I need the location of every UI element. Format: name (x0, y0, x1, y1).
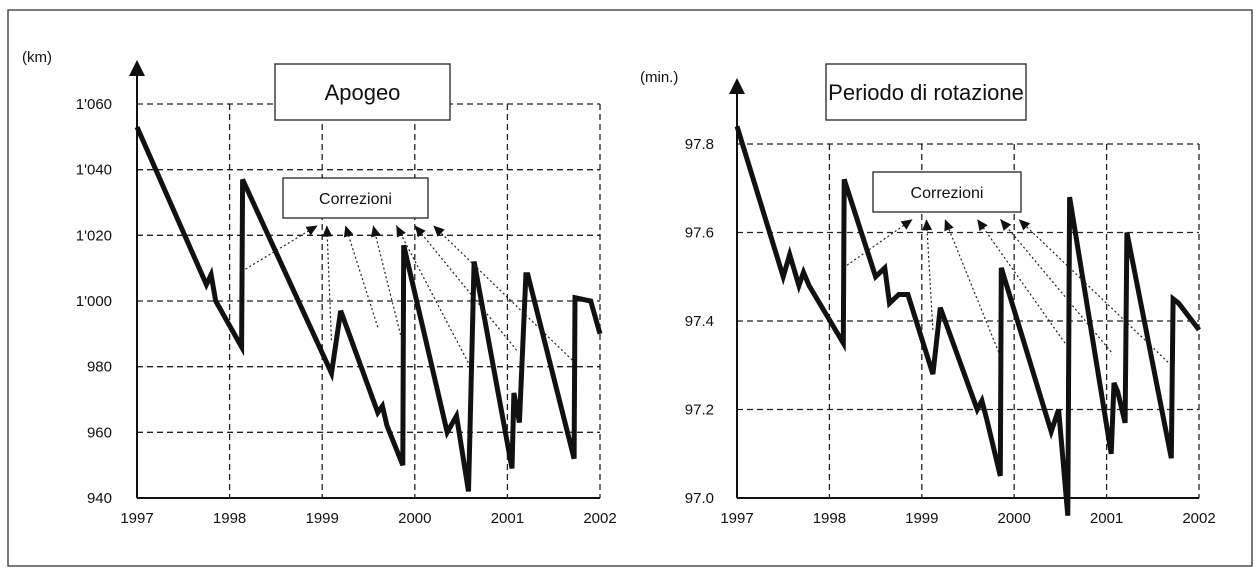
correction-arrow (925, 219, 934, 330)
series-line (134, 125, 603, 492)
y-axis-unit-label: (min.) (640, 69, 678, 86)
y-tick-label: 97.0 (685, 490, 714, 507)
correction-arrow (842, 218, 913, 269)
correction-arrowhead (977, 219, 988, 232)
y-tick-label: 97.4 (685, 313, 714, 330)
x-tick-label: 2000 (398, 510, 431, 527)
correction-arrowhead (1000, 219, 1012, 231)
correction-arrow (976, 218, 1066, 344)
x-tick-label: 2002 (1182, 510, 1215, 527)
annotation-label: Correzioni (911, 185, 984, 202)
correction-arrow (241, 224, 318, 272)
series-line (734, 125, 1201, 516)
y-axis-arrowhead (729, 78, 745, 94)
correction-arrowhead (944, 219, 954, 232)
y-tick-label: 97.2 (685, 402, 714, 419)
y-tick-label: 97.8 (685, 136, 714, 153)
chart-title-box (274, 63, 451, 121)
x-tick-label: 2002 (583, 510, 616, 527)
correction-arrow (1018, 218, 1172, 366)
correction-arrowhead (922, 219, 933, 231)
rotation-period-chart: 1997 1998 1999 2000 2001 2002 97.0 97.2 97.4 97.6… (640, 63, 1216, 527)
correction-arrowhead (322, 225, 333, 237)
x-tick-label: 1998 (813, 510, 846, 527)
y-axis-unit-label: (km) (22, 49, 52, 66)
x-tick-label: 2001 (1090, 510, 1123, 527)
correction-arrowhead (371, 225, 381, 238)
correction-arrowhead (305, 225, 318, 236)
x-tick-label: 1999 (306, 510, 339, 527)
y-tick-label: 940 (87, 490, 112, 507)
correction-arrowhead (414, 225, 426, 238)
y-tick-label: 1'020 (76, 227, 112, 244)
y-tick-label: 1'000 (76, 293, 112, 310)
y-tick-label: 980 (87, 359, 112, 376)
correction-arrow (326, 225, 333, 341)
correction-arrow (944, 219, 1001, 357)
correction-arrowhead (1018, 219, 1031, 231)
chart-title: Periodo di rotazione (828, 80, 1024, 105)
y-tick-label: 97.6 (685, 225, 714, 242)
y-tick-label: 960 (87, 424, 112, 441)
correction-arrow (432, 225, 573, 361)
correction-arrowhead (433, 225, 445, 237)
correction-arrowhead (343, 225, 354, 238)
x-tick-label: 1999 (905, 510, 938, 527)
x-tick-label: 1998 (213, 510, 246, 527)
correction-arrowhead (396, 225, 406, 238)
annotation-box (872, 171, 1022, 213)
y-tick-label: 1'040 (76, 162, 112, 179)
x-tick-label: 1997 (120, 510, 153, 527)
correction-arrow (999, 218, 1112, 353)
y-tick-label: 1'060 (76, 96, 112, 113)
annotation-label: Correzioni (319, 191, 392, 208)
apogee-chart: 1997 1998 1999 2000 2001 2002 940 960 980 1'000 1'… (22, 49, 617, 527)
chart-title: Apogeo (325, 80, 401, 105)
annotation-box (282, 177, 429, 219)
x-tick-label: 2001 (491, 510, 524, 527)
x-tick-label: 1997 (720, 510, 753, 527)
chart-title-box (825, 63, 1027, 121)
correction-arrowhead (900, 219, 913, 230)
x-tick-label: 2000 (998, 510, 1031, 527)
y-axis-arrowhead (129, 60, 145, 76)
